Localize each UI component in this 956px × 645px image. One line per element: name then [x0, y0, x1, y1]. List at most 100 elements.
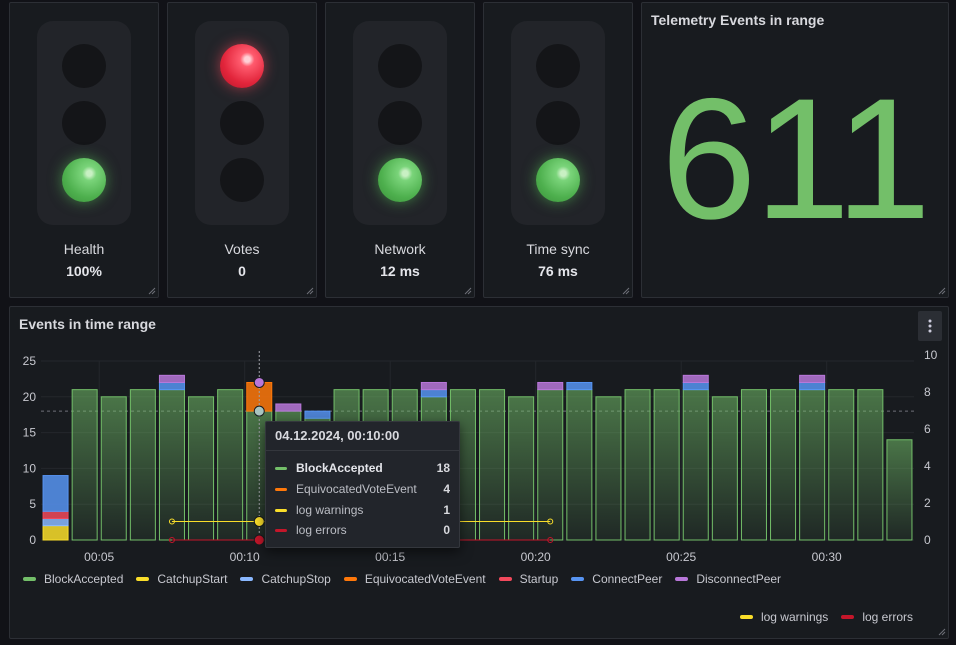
legend-label: CatchupStart: [157, 572, 228, 586]
bar-segment: [799, 374, 826, 383]
top-lamp-lit: [220, 44, 264, 88]
tooltip-time: 04.12.2024, 00:10:00: [275, 428, 400, 443]
bar-segment: [595, 396, 622, 541]
hover-point: [253, 534, 265, 546]
panel-value: 12 ms: [380, 263, 420, 279]
legend-item[interactable]: DisconnectPeer: [675, 572, 781, 586]
legend-item[interactable]: log errors: [841, 610, 913, 624]
panel-menu-button[interactable]: [918, 311, 942, 341]
legend-item[interactable]: ConnectPeer: [571, 572, 662, 586]
bar-segment: [566, 389, 593, 541]
legend-label: log errors: [862, 610, 913, 624]
bar-segment: [508, 396, 535, 541]
bar-segment: [682, 381, 709, 391]
y-right-tick-label: 8: [924, 385, 931, 399]
resize-handle-icon[interactable]: [462, 285, 472, 295]
tooltip-row: log warnings 1: [275, 501, 450, 519]
legend-swatch: [498, 577, 512, 581]
legend-swatch: [240, 577, 254, 581]
legend-swatch: [675, 577, 689, 581]
tooltip-series-name: log warnings: [296, 503, 364, 517]
series-swatch: [275, 508, 287, 512]
legend-label: ConnectPeer: [592, 572, 663, 586]
hover-point: [253, 405, 265, 417]
bar-segment: [653, 389, 680, 541]
resize-handle-icon[interactable]: [620, 285, 630, 295]
panel-label: Health: [63, 241, 105, 257]
log-point: [547, 537, 554, 543]
traffic-light-panel-network[interactable]: Network 12 ms: [325, 2, 475, 298]
hover-point: [253, 516, 265, 527]
resize-handle-icon[interactable]: [936, 285, 946, 295]
legend-swatch: [343, 577, 357, 581]
legend-item[interactable]: CatchupStart: [136, 572, 227, 586]
traffic-light-housing: [353, 21, 447, 225]
legend-item[interactable]: Startup: [498, 572, 559, 586]
bar-segment: [537, 381, 564, 391]
legend-item[interactable]: log warnings: [739, 610, 828, 624]
resize-handle-icon[interactable]: [936, 626, 946, 636]
events-timeseries-panel[interactable]: Events in time range 0 5 10 15 20 25 0 2 4 6 8 10 00…: [9, 306, 949, 639]
traffic-light-housing: [37, 21, 131, 225]
series-swatch: [275, 466, 287, 470]
resize-handle-icon[interactable]: [304, 285, 314, 295]
bar-segment: [71, 389, 98, 541]
log-point: [547, 518, 554, 525]
legend-swatch: [841, 615, 855, 619]
tooltip-series-value: 0: [443, 523, 450, 537]
legend-swatch: [739, 615, 753, 619]
tooltip-series-value: 1: [443, 503, 450, 517]
series-swatch: [275, 487, 287, 491]
bar-segment: [682, 389, 709, 541]
bar-segment: [158, 389, 185, 541]
bar-segment: [682, 374, 709, 383]
panel-value: 76 ms: [538, 263, 578, 279]
bar-segment: [711, 396, 738, 541]
legend-item[interactable]: EquivocatedVoteEvent: [343, 572, 486, 586]
legend-swatch: [136, 577, 150, 581]
top-lamp: [62, 44, 106, 88]
panel-title: Events in time range: [19, 316, 156, 332]
x-tick-label: 00:15: [375, 550, 405, 564]
x-tick-label: 00:05: [84, 550, 114, 564]
bar-segment: [420, 381, 447, 391]
kebab-vertical-icon: [928, 319, 932, 333]
y-right-tick-label: 0: [924, 533, 931, 547]
traffic-light-panel-votes[interactable]: Votes 0: [167, 2, 317, 298]
bar-segment: [188, 396, 215, 541]
legend-swatch: [571, 577, 585, 581]
panel-title: Telemetry Events in range: [651, 12, 825, 28]
y-right-tick-label: 4: [924, 459, 931, 473]
y-left-tick-label: 0: [29, 533, 36, 547]
tooltip-series-name: log errors: [296, 523, 347, 537]
tooltip-row: BlockAccepted 18: [275, 459, 450, 477]
legend-label: Startup: [519, 572, 559, 586]
legend-item[interactable]: BlockAccepted: [23, 572, 123, 586]
x-tick-label: 00:10: [230, 550, 260, 564]
x-tick-label: 00:20: [521, 550, 551, 564]
bar-segment: [304, 410, 331, 419]
x-tick-label: 00:30: [812, 550, 842, 564]
y-right-tick-label: 10: [924, 348, 938, 362]
y-right-tick-label: 6: [924, 422, 931, 436]
legend-item[interactable]: CatchupStop: [240, 572, 331, 586]
y-left-tick-label: 10: [23, 461, 37, 475]
panel-label: Time sync: [526, 241, 590, 257]
hover-tooltip: 04.12.2024, 00:10:00 BlockAccepted 18 Eq…: [265, 421, 460, 548]
top-lamp: [536, 44, 580, 88]
bar-segment: [217, 389, 244, 541]
tooltip-row: log errors 0: [275, 521, 450, 539]
stat-panel-telemetry-events[interactable]: Telemetry Events in range 611: [641, 2, 949, 298]
series-swatch: [275, 528, 287, 532]
legend-swatch: [23, 577, 36, 581]
log-point: [168, 518, 175, 525]
traffic-light-panel-time-sync[interactable]: Time sync 76 ms: [483, 2, 633, 298]
bar-segment: [158, 374, 185, 383]
middle-lamp: [62, 101, 106, 145]
top-lamp: [378, 44, 422, 88]
bar-segment: [129, 389, 156, 541]
traffic-light-panel-health[interactable]: Health 100%: [9, 2, 159, 298]
resize-handle-icon[interactable]: [146, 285, 156, 295]
bar-segment: [479, 389, 506, 541]
